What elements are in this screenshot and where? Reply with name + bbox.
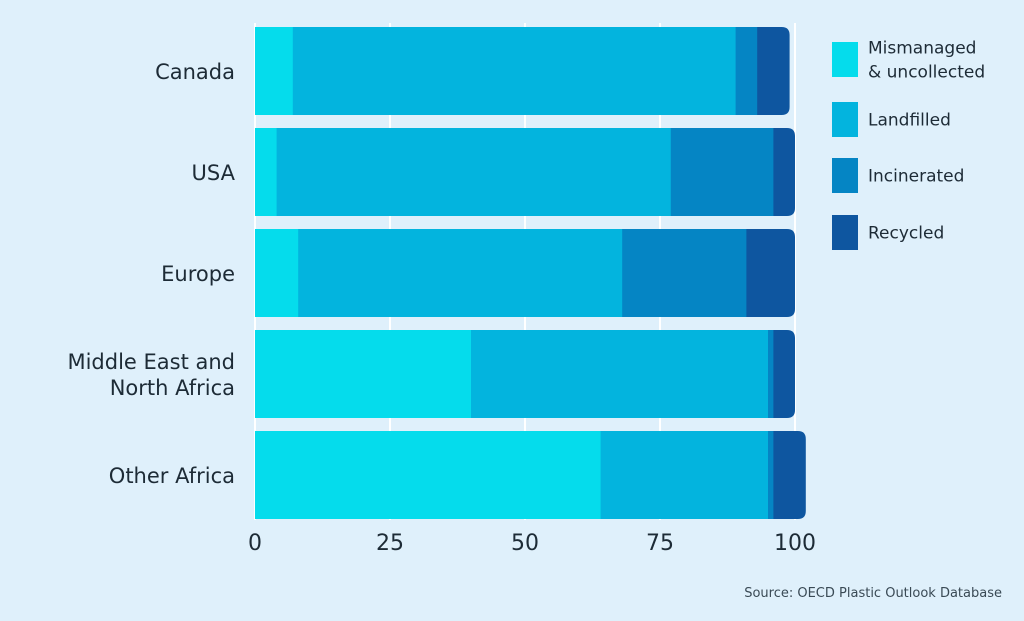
legend-label: Landfilled [868,111,951,131]
x-tick-label: 75 [646,531,674,556]
source-note: Source: OECD Plastic Outlook Database [744,586,1002,601]
bar-segment [773,128,795,216]
legend-swatch [832,158,858,193]
x-tick-label: 100 [774,531,816,556]
bar-segment [255,128,278,216]
bar-segment [768,431,774,519]
legend: Mismanaged & uncollected Landfilled Inciner… [832,39,985,250]
bar-segment [298,229,623,317]
legend-label: Incinerated [868,167,964,187]
bar-segment [255,27,294,115]
bar-segment [276,128,672,216]
bar-segment [773,330,795,418]
x-tick-label: 50 [511,531,539,556]
x-axis-tick-labels: 0 25 50 75 100 [248,531,816,556]
bars [255,27,806,519]
category-label: Europe [161,262,235,286]
category-label: Middle East and North Africa [67,350,235,400]
category-labels: Canada USA Europe Middle East and North Afri… [67,60,235,488]
bar-segment [735,27,758,115]
legend-swatch [832,102,858,137]
bar-segment [255,330,472,418]
bar-segment [670,128,774,216]
bar-segment [255,229,299,317]
category-label: Canada [155,60,235,84]
bar-segment [622,229,747,317]
bar-segment [757,27,790,115]
legend-label: Mismanaged & uncollected [868,39,985,83]
legend-swatch [832,215,858,250]
bar-segment [600,431,769,519]
category-label: USA [192,161,236,185]
x-tick-label: 25 [376,531,404,556]
bar-segment [255,431,602,519]
bar-segment [746,229,795,317]
legend-label: Recycled [868,224,944,244]
category-label: Other Africa [109,464,235,488]
legend-swatch [832,42,858,77]
bar-segment [471,330,769,418]
bar-segment [768,330,774,418]
bar-segment [773,431,806,519]
x-tick-label: 0 [248,531,262,556]
bar-segment [292,27,737,115]
